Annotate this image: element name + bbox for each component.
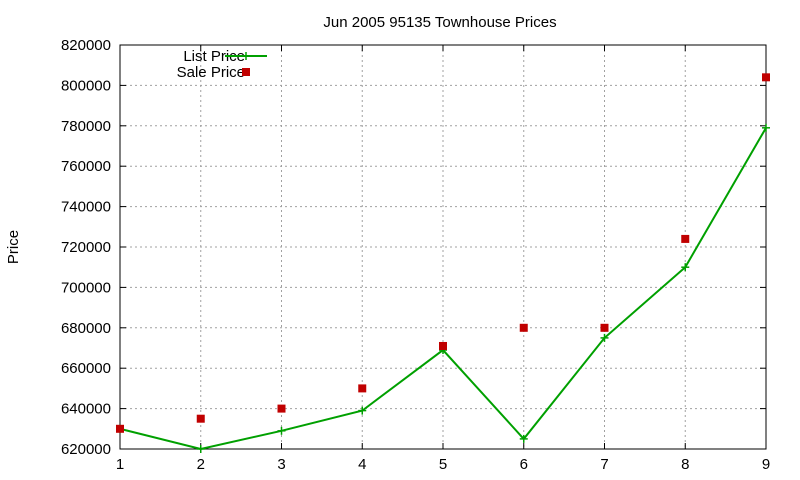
y-tick-label: 780000 <box>61 118 111 135</box>
sale-price-point <box>277 404 286 413</box>
list-price-point <box>762 123 770 132</box>
sale-price-series <box>116 73 770 433</box>
y-tick-label: 740000 <box>61 199 111 216</box>
y-tick-label: 820000 <box>61 37 111 54</box>
series-layer <box>116 73 770 453</box>
y-tick-label: 680000 <box>61 320 111 337</box>
x-tick-label: 4 <box>358 456 366 473</box>
x-tick-label: 6 <box>520 456 528 473</box>
x-tick-label: 9 <box>762 456 770 473</box>
list-price-series <box>116 123 770 453</box>
y-tick-label: 620000 <box>61 441 111 458</box>
list-price-point <box>358 406 367 415</box>
legend-label: List Price <box>183 48 245 65</box>
y-tick-label: 720000 <box>61 239 111 256</box>
legend-plus-marker <box>242 52 250 60</box>
list-price-point <box>196 445 205 453</box>
sale-price-point <box>600 323 609 332</box>
chart-title: Jun 2005 95135 Townhouse Prices <box>323 14 556 31</box>
y-tick-label: 660000 <box>61 360 111 377</box>
list-price-point <box>681 263 690 272</box>
legend-label: Sale Price <box>177 64 245 81</box>
plot-frame <box>119 44 767 450</box>
y-tick-label: 760000 <box>61 158 111 175</box>
x-tick-label: 8 <box>681 456 689 473</box>
y-tick-label: 640000 <box>61 401 111 418</box>
grid <box>120 45 766 449</box>
x-tick-label: 3 <box>277 456 285 473</box>
x-tick-label: 5 <box>439 456 447 473</box>
sale-price-point <box>358 384 367 393</box>
sale-price-point <box>196 414 205 423</box>
list-price-point <box>600 333 609 342</box>
x-tick-label: 7 <box>600 456 608 473</box>
sale-price-point <box>439 341 447 350</box>
axis-ticks: 620000 640000 660000 680000 700000 720000 7400… <box>61 37 770 473</box>
sale-price-point <box>762 73 770 82</box>
y-tick-label: 700000 <box>61 279 111 296</box>
list-price-point <box>519 434 528 443</box>
y-axis-label: Price <box>5 230 22 264</box>
sale-price-point <box>681 234 690 243</box>
sale-price-point <box>116 424 124 433</box>
list-price-point <box>277 426 286 435</box>
x-tick-label: 2 <box>197 456 205 473</box>
x-tick-label: 1 <box>116 456 124 473</box>
sale-price-point <box>519 323 528 332</box>
legend-square-marker <box>242 68 250 76</box>
y-tick-label: 800000 <box>61 77 111 94</box>
